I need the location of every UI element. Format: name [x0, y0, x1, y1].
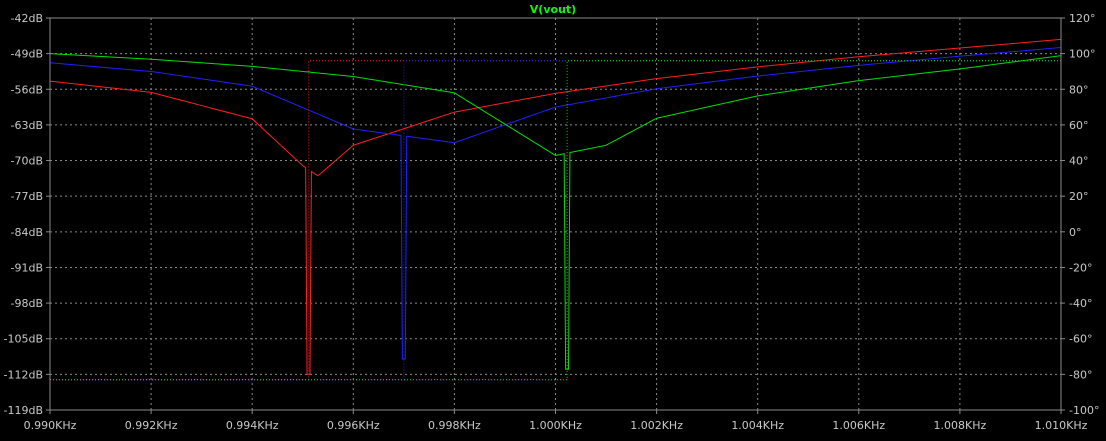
magnitude-trace: [49, 53, 1062, 370]
plot-frame: [49, 17, 1062, 411]
magnitude-trace: [49, 47, 1062, 360]
magnitude-trace: [49, 38, 1062, 375]
y-right-tick-label: 100°: [1069, 48, 1096, 61]
chart-title: V(vout): [530, 3, 576, 16]
y-right-tick-label: 20°: [1069, 190, 1089, 203]
y-left-tick-label: -42dB: [11, 12, 44, 25]
x-tick-label: 1.008KHz: [934, 419, 987, 432]
x-tick-label: 0.992KHz: [125, 419, 178, 432]
phase-trace: [50, 60, 1061, 381]
y-left-tick-label: -56dB: [11, 83, 44, 96]
y-right-tick-label: 0°: [1069, 226, 1082, 239]
y-left-tick-label: -70dB: [11, 155, 44, 168]
y-left-tick-label: -119dB: [4, 404, 44, 417]
y-right-tick-label: 60°: [1069, 119, 1089, 132]
y-left-tick-label: -105dB: [4, 333, 44, 346]
y-right-tick-label: 80°: [1069, 83, 1089, 96]
traces: [49, 38, 1062, 381]
axes: 0.990KHz 0.992KHz 0.994KHz 0.996KHz 0.998KHz…: [4, 12, 1100, 432]
y-right-tick-label: -100°: [1069, 404, 1099, 417]
y-right-tick-label: -20°: [1069, 261, 1092, 274]
y-right-tick-label: -80°: [1069, 368, 1092, 381]
phase-trace: [50, 60, 1061, 381]
x-tick-label: 0.996KHz: [327, 419, 380, 432]
x-tick-label: 1.002KHz: [630, 419, 683, 432]
y-left-tick-label: -91dB: [11, 261, 44, 274]
x-tick-label: 1.010KHz: [1035, 419, 1088, 432]
y-left-tick-label: -49dB: [11, 48, 44, 61]
y-left-tick-label: -84dB: [11, 226, 44, 239]
y-right-tick-label: -60°: [1069, 333, 1092, 346]
x-tick-label: 1.000KHz: [529, 419, 582, 432]
y-left-tick-label: -63dB: [11, 119, 44, 132]
y-left-tick-label: -77dB: [11, 190, 44, 203]
y-right-tick-label: -40°: [1069, 297, 1092, 310]
y-left-tick-label: -112dB: [4, 368, 44, 381]
y-right-tick-label: 40°: [1069, 155, 1089, 168]
grid: [50, 18, 1061, 410]
y-left-tick-label: -98dB: [11, 297, 44, 310]
x-tick-label: 1.006KHz: [832, 419, 885, 432]
x-tick-label: 0.998KHz: [428, 419, 481, 432]
y-right-tick-label: 120°: [1069, 12, 1096, 25]
x-tick-label: 0.994KHz: [226, 419, 279, 432]
x-tick-label: 0.990KHz: [24, 419, 77, 432]
x-tick-label: 1.004KHz: [731, 419, 784, 432]
